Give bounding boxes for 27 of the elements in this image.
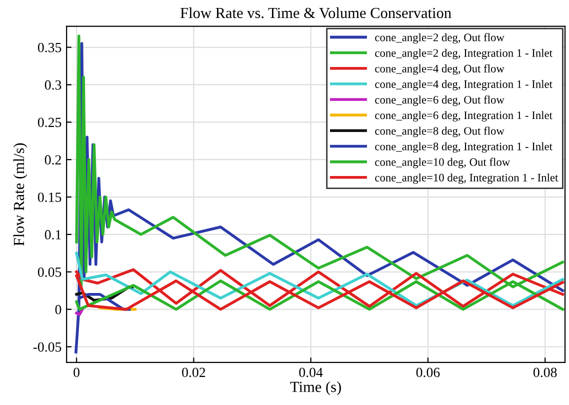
legend-label: cone_angle=10 deg, Out flow (375, 158, 510, 168)
x-tick-label: 0.08 (533, 368, 557, 378)
y-tick-label: 0.25 (38, 118, 62, 128)
legend-label: cone_angle=6 deg, Integration 1 - Inlet (375, 111, 552, 122)
x-tick-label: 0.04 (299, 368, 323, 378)
y-tick-label: 0.35 (38, 42, 62, 52)
legend-label: cone_angle=8 deg, Integration 1 - Inlet (375, 142, 552, 153)
x-tick-label: 0.02 (182, 368, 206, 378)
legend-label: cone_angle=2 deg, Out flow (375, 33, 504, 44)
y-tick-label: 0.1 (44, 230, 61, 240)
legend-label: cone_angle=6 deg, Out flow (375, 95, 504, 106)
y-tick-label: 0.05 (38, 267, 62, 277)
y-tick-label: -0.05 (33, 342, 62, 352)
y-tick-label: 0.15 (38, 192, 62, 202)
x-axis-title: Time (s) (290, 381, 341, 396)
y-tick-label: 0 (55, 304, 62, 314)
legend-label: cone_angle=4 deg, Out flow (375, 64, 504, 75)
legend-label: cone_angle=8 deg, Out flow (375, 126, 504, 138)
legend-label: cone_angle=4 deg, Integration 1 - Inlet (375, 80, 552, 90)
y-tick-label: 0.2 (44, 155, 61, 165)
legend-label: cone_angle=2 deg, Integration 1 - Inlet (375, 48, 552, 60)
legend-label: cone_angle=10 deg, Integration 1 - Inlet (375, 173, 558, 184)
x-tick-label: 0.06 (416, 368, 440, 378)
x-tick-label: 0 (74, 368, 80, 378)
y-axis-title: Flow Rate (ml/s) (13, 143, 28, 246)
chart-title: Flow Rate vs. Time & Volume Conservation (180, 7, 452, 18)
y-tick-label: 0.3 (44, 80, 62, 90)
